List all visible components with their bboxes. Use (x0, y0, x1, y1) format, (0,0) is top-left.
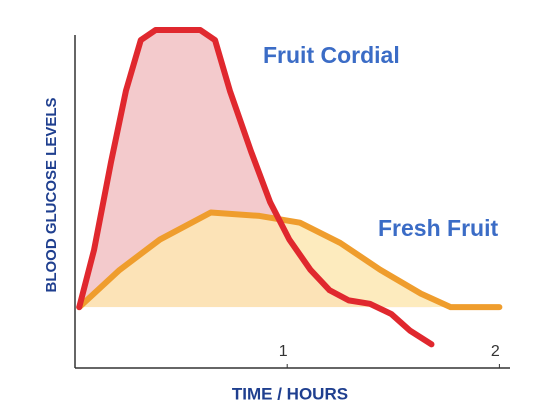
area-fill (79, 212, 500, 308)
x-axis-label: TIME / HOURS (232, 384, 348, 403)
series-label: Fresh Fruit (378, 215, 498, 241)
x-tick-label: 1 (279, 343, 288, 360)
x-tick-label: 2 (491, 343, 500, 360)
line (76, 209, 503, 311)
series-label: Fruit Cordial (263, 42, 400, 68)
line (76, 27, 435, 348)
y-axis-label: BLOOD GLUCOSE LEVELS (43, 97, 60, 292)
